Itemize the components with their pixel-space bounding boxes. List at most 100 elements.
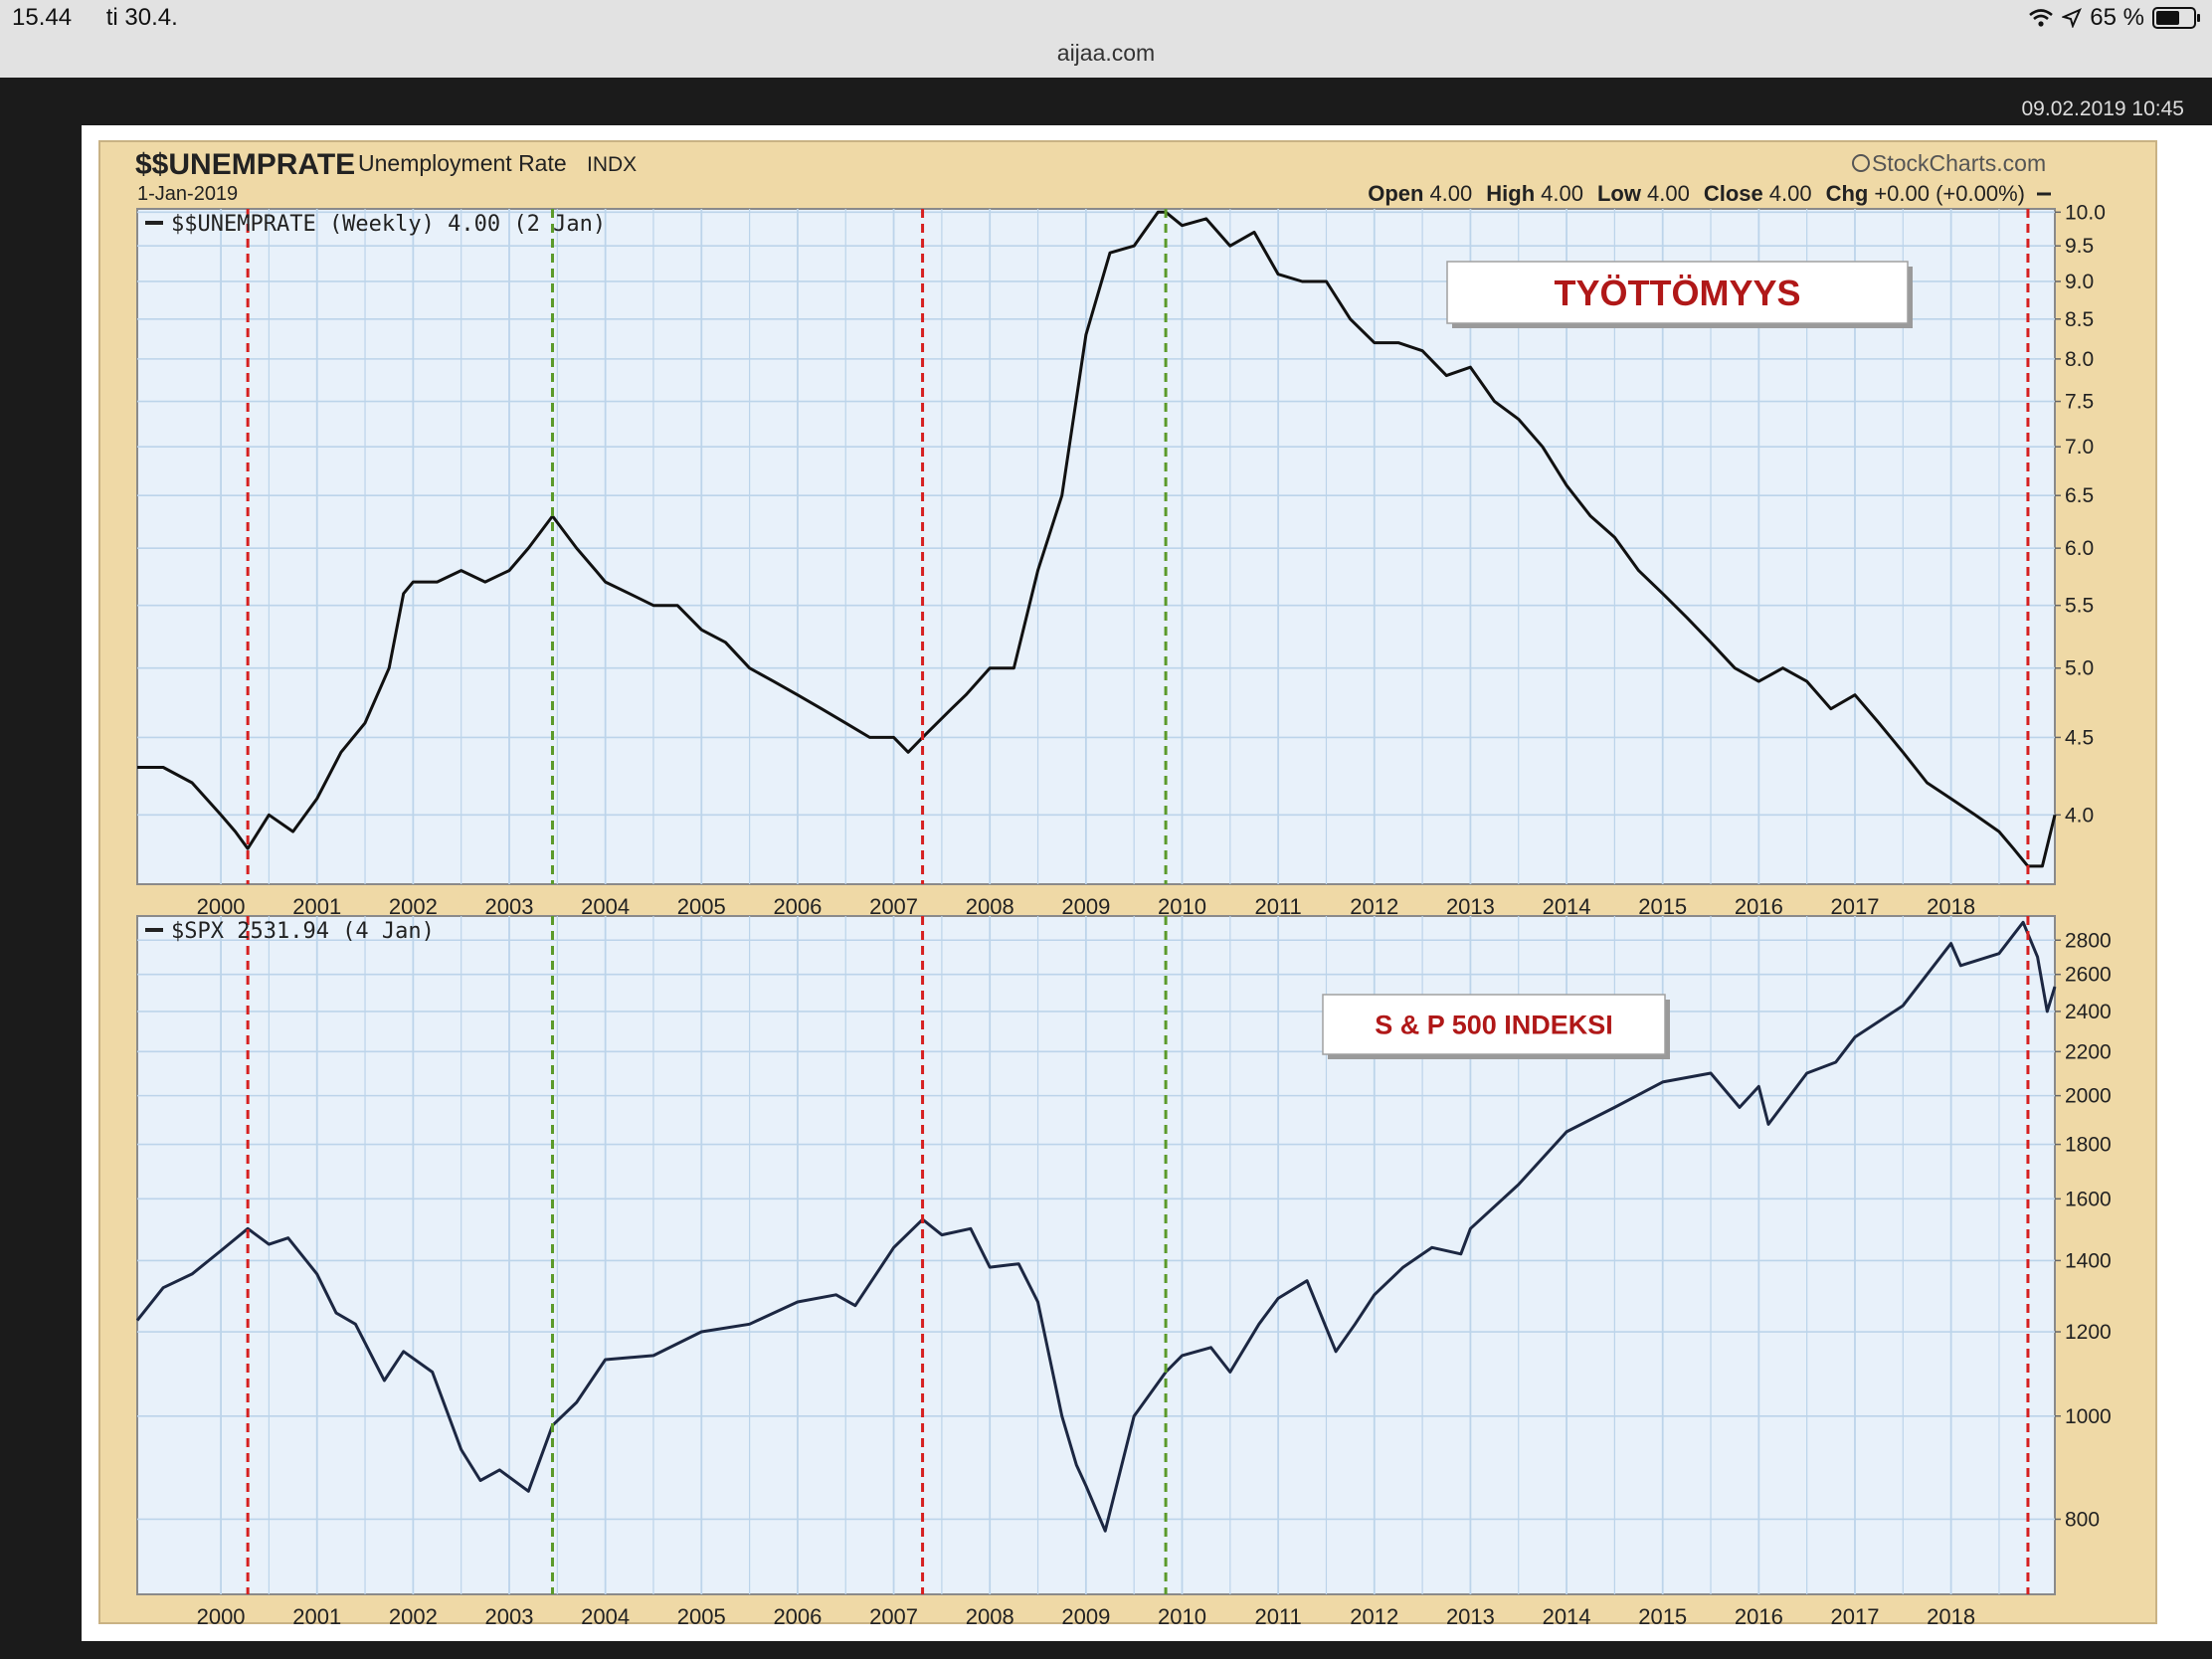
x-tick-label: 2016 xyxy=(1735,1604,1783,1629)
y-tick-label: 6.0 xyxy=(2065,537,2094,560)
x-tick-label: 2008 xyxy=(966,1604,1014,1629)
brand-name: StockCharts.com xyxy=(1872,150,2046,176)
x-tick-label: 2012 xyxy=(1350,894,1398,919)
y-tick-label: 2800 xyxy=(2065,929,2112,952)
x-tick-label: 2011 xyxy=(1254,894,1301,919)
ohlc-label: Low xyxy=(1597,181,1642,206)
y-tick-label: 9.0 xyxy=(2065,271,2094,293)
y-tick-label: 2600 xyxy=(2065,964,2112,987)
x-tick-label: 2015 xyxy=(1638,1604,1687,1629)
chart-exchange: INDX xyxy=(587,153,637,176)
y-tick-label: 800 xyxy=(2065,1508,2100,1531)
ohlc-label: Close xyxy=(1704,181,1763,206)
x-tick-label: 2005 xyxy=(677,1604,726,1629)
annotation-box xyxy=(1446,261,1909,324)
annotation-label: TYÖTTÖMYYS xyxy=(1554,273,1800,313)
address-bar-url[interactable]: aijaa.com xyxy=(1056,40,1156,66)
y-tick-label: 1200 xyxy=(2065,1321,2112,1344)
legend-swatch xyxy=(145,928,163,932)
x-tick-label: 2002 xyxy=(389,1604,438,1629)
x-tick-label: 2008 xyxy=(966,894,1014,919)
ohlc-label: Chg xyxy=(1826,181,1869,206)
y-tick-label: 7.5 xyxy=(2065,391,2094,414)
y-tick-label: 4.0 xyxy=(2065,804,2094,827)
x-tick-label: 2004 xyxy=(581,1604,630,1629)
ohlc-value: 4.00 xyxy=(1541,181,1583,206)
x-tick-label: 2001 xyxy=(292,1604,341,1629)
battery-fill xyxy=(2156,11,2180,25)
status-bar-indicators: 65 % xyxy=(2028,4,2200,32)
y-tick-label: 8.0 xyxy=(2065,348,2094,371)
y-tick-label: 5.5 xyxy=(2065,595,2094,618)
stockcharts-logo: StockCharts.com xyxy=(1852,150,2046,176)
x-tick-label: 2011 xyxy=(1254,1604,1301,1629)
x-tick-label: 2002 xyxy=(389,894,438,919)
status-date: ti 30.4. xyxy=(105,4,178,31)
ohlc-label: High xyxy=(1486,181,1535,206)
x-tick-label: 2018 xyxy=(1927,1604,1975,1629)
annotation-label: S & P 500 INDEKSI xyxy=(1375,1011,1613,1040)
x-tick-label: 2017 xyxy=(1831,1604,1880,1629)
x-tick-label: 2000 xyxy=(197,894,246,919)
x-tick-label: 2010 xyxy=(1158,1604,1206,1629)
chart-header: $$UNEMPRATE Unemployment Rate INDX 1-Jan… xyxy=(135,148,2051,206)
x-tick-label: 2007 xyxy=(869,1604,918,1629)
y-tick-label: 1400 xyxy=(2065,1249,2112,1272)
x-tick-label: 2006 xyxy=(773,894,822,919)
status-time: 15.44 xyxy=(12,4,73,31)
y-tick-label: 7.0 xyxy=(2065,436,2094,459)
x-tick-label: 2009 xyxy=(1061,894,1110,919)
x-tick-label: 2018 xyxy=(1927,894,1975,919)
chart-name: Unemployment Rate xyxy=(358,150,567,176)
ohlc-readout: Open 4.00 High 4.00 Low 4.00 Close 4.00 Chg +0.00… xyxy=(1368,181,2025,206)
x-tick-label: 2010 xyxy=(1158,894,1206,919)
x-tick-label: 2007 xyxy=(869,894,918,919)
y-tick-label: 2400 xyxy=(2065,1001,2112,1023)
legend-label: $SPX 2531.94 (4 Jan) xyxy=(171,919,435,944)
annotation-box xyxy=(1322,994,1666,1055)
location-arrow-icon xyxy=(2062,8,2083,28)
x-tick-label: 2014 xyxy=(1543,1604,1591,1629)
battery-icon xyxy=(2152,7,2200,29)
chart-symbol: $$UNEMPRATE xyxy=(135,148,355,181)
chart-date: 1-Jan-2019 xyxy=(137,183,238,205)
spx-line xyxy=(135,920,2057,1533)
unemployment-line xyxy=(137,210,2057,868)
x-tick-label: 2013 xyxy=(1446,894,1495,919)
x-tick-label: 2015 xyxy=(1638,894,1687,919)
y-tick-label: 1600 xyxy=(2065,1188,2112,1210)
ohlc-value: 4.00 xyxy=(1769,181,1812,206)
y-tick-label: 9.5 xyxy=(2065,235,2094,258)
status-bar: 15.44 ti 30.4. aijaa.com 65 % xyxy=(0,0,2212,78)
x-tick-label: 2000 xyxy=(197,1604,246,1629)
spx-panel: 2000 2001 2002 2003 2004 2005 2006 2007 2008 2009… xyxy=(135,915,2112,1629)
y-tick-label: 2000 xyxy=(2065,1085,2112,1108)
y-tick-label: 4.5 xyxy=(2065,726,2094,749)
x-tick-label: 2013 xyxy=(1446,1604,1495,1629)
ohlc-label: Open xyxy=(1368,181,1423,206)
x-tick-label: 2016 xyxy=(1735,894,1783,919)
y-tick-label: 6.5 xyxy=(2065,484,2094,507)
plot-area xyxy=(136,915,2056,1595)
x-tick-label: 2009 xyxy=(1061,1604,1110,1629)
status-bar-clock: 15.44 ti 30.4. xyxy=(12,4,178,32)
x-tick-label: 2014 xyxy=(1543,894,1591,919)
wifi-icon xyxy=(2029,9,2054,27)
battery-percent: 65 % xyxy=(2090,4,2144,31)
y-tick-label: 1800 xyxy=(2065,1134,2112,1157)
x-tick-label: 2004 xyxy=(581,894,630,919)
x-tick-label: 2003 xyxy=(485,1604,534,1629)
y-tick-label: 5.0 xyxy=(2065,657,2094,680)
ohlc-value: 4.00 xyxy=(1647,181,1690,206)
x-tick-label: 2005 xyxy=(677,894,726,919)
legend-swatch xyxy=(145,221,163,225)
x-tick-label: 2001 xyxy=(292,894,341,919)
ohlc-value: 4.00 xyxy=(1429,181,1472,206)
y-tick-label: 1000 xyxy=(2065,1405,2112,1428)
y-tick-label: 8.5 xyxy=(2065,308,2094,331)
x-tick-label: 2006 xyxy=(773,1604,822,1629)
x-tick-label: 2003 xyxy=(485,894,534,919)
unemployment-panel: 2000 2001 2002 2003 2004 2005 2006 2007 2008 2009… xyxy=(136,201,2106,919)
y-tick-label: 10.0 xyxy=(2065,201,2106,224)
